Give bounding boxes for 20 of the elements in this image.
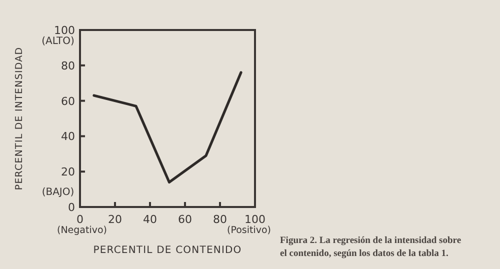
x-tick-label: 0 [76, 213, 84, 226]
y-tick-label: 100 [54, 24, 75, 37]
text: (ALTO) [42, 36, 74, 47]
text: (Negativo) [56, 225, 108, 236]
y-tick-label: 40 [61, 130, 75, 144]
x-tick-label: 80 [213, 213, 227, 226]
y-tick-label: 0 [68, 201, 75, 214]
y-axis-title: PERCENTIL DE INTENSIDAD [14, 46, 25, 190]
x-tick-label: 20 [108, 213, 122, 226]
x-tick-label: 100 [244, 213, 266, 226]
y-tick-label: 20 [61, 166, 75, 179]
y-tick-label: 80 [61, 59, 75, 72]
y-tick-label: 60 [61, 94, 75, 108]
text: (BAJO) [42, 187, 74, 198]
x-tick-label: 40 [143, 213, 157, 226]
text: Figura 2. La regresión de la intensidad sobre el contenido, según los datos de la tabla 1. [280, 236, 462, 259]
text: (Positivo) [226, 225, 272, 236]
line-series [92, 71, 242, 184]
x-axis-title: PERCENTIL DE CONTENIDO [93, 245, 242, 256]
x-tick-label: 60 [178, 213, 192, 226]
